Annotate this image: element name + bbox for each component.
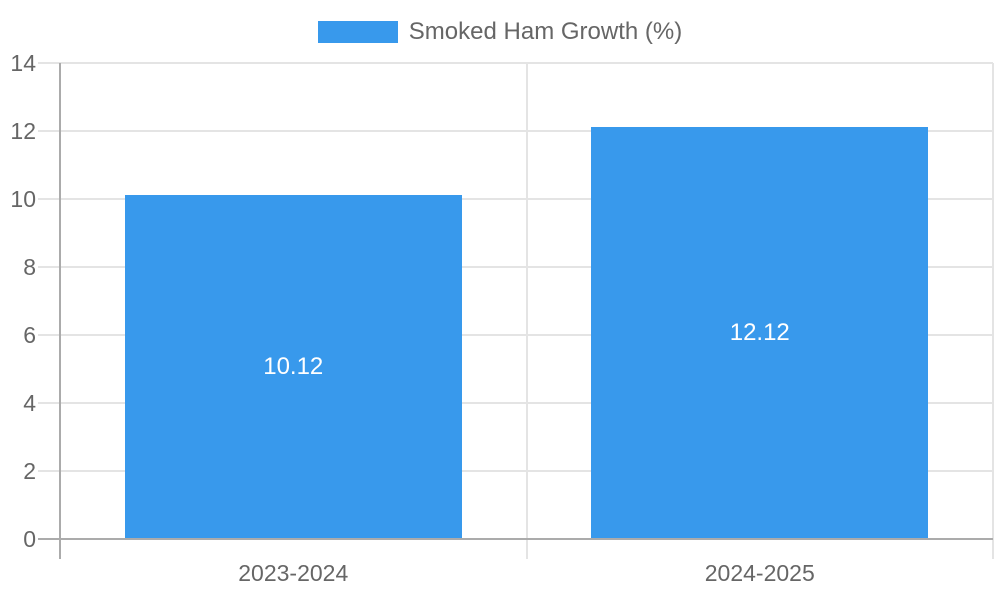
y-gridline xyxy=(38,62,993,64)
y-axis-line xyxy=(59,63,61,559)
y-gridline xyxy=(38,470,993,472)
y-axis-tick-label: 8 xyxy=(23,254,36,280)
legend-swatch-icon xyxy=(317,21,398,43)
y-gridline xyxy=(38,198,993,200)
y-gridline xyxy=(38,402,993,404)
y-axis-tick-label: 6 xyxy=(23,322,36,348)
x-axis-tick-label: 2024-2025 xyxy=(704,560,815,586)
bar-2023-2024[interactable] xyxy=(124,194,462,539)
y-axis-tick-label: 12 xyxy=(10,118,36,144)
legend-item[interactable]: Smoked Ham Growth (%) xyxy=(0,17,1000,47)
x-axis-tick-label: 2023-2024 xyxy=(238,560,349,586)
category-boundary-line xyxy=(525,63,528,559)
y-gridline xyxy=(38,334,993,336)
y-axis-tick-label: 2 xyxy=(23,458,36,484)
legend-label: Smoked Ham Growth (%) xyxy=(408,18,683,45)
x-axis-line xyxy=(38,538,993,540)
category-boundary-line xyxy=(992,63,994,559)
y-axis-tick-label: 4 xyxy=(23,390,36,416)
y-gridline xyxy=(38,266,993,268)
bar-value-label: 10.12 xyxy=(263,352,324,380)
y-axis-tick-label: 0 xyxy=(23,526,36,552)
bar-value-label: 12.12 xyxy=(729,318,790,346)
y-gridline xyxy=(38,130,993,132)
bar-2024-2025[interactable] xyxy=(591,126,929,539)
y-axis-tick-label: 14 xyxy=(10,50,36,76)
y-axis-tick-label: 10 xyxy=(10,186,36,212)
